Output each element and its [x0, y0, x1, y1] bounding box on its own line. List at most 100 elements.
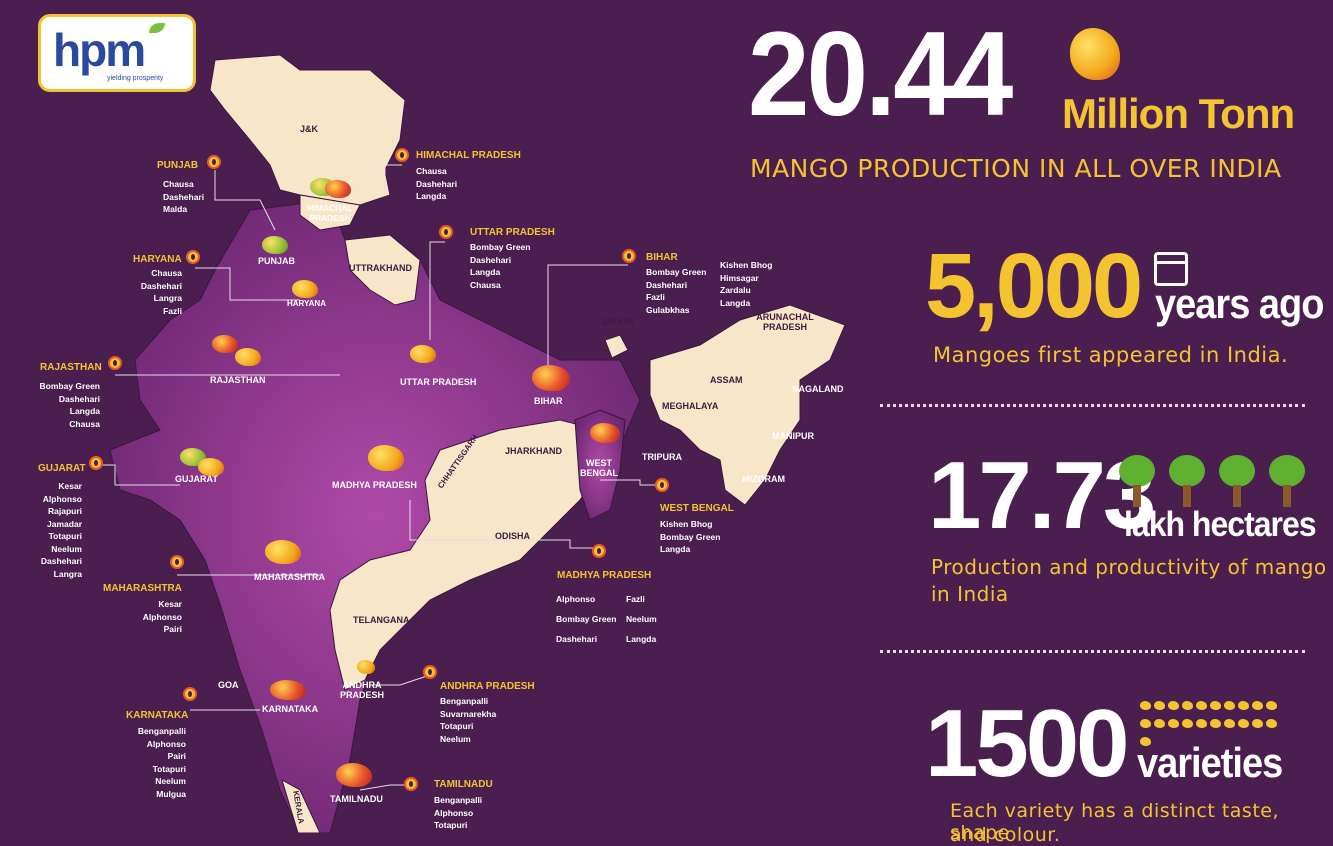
state-label-tripura: TRIPURA	[642, 452, 682, 462]
mango-icon	[212, 335, 238, 353]
location-pin-icon	[183, 687, 197, 701]
callout-title-west-bengal: WEST BENGAL	[660, 503, 734, 514]
stat-area-description-1: Production and productivity of mango	[931, 555, 1327, 579]
location-pin-icon	[395, 148, 409, 162]
state-label-meghalaya: MEGHALAYA	[662, 401, 719, 411]
varieties-madhya-pradesh: Alphonso Bombay Green Dashehari	[556, 594, 617, 644]
callout-title-karnataka: KARNATAKA	[126, 710, 189, 721]
varieties-tamilnadu: Benganpalli Alphonso Totapuri	[434, 795, 483, 830]
state-label-uttrakhand: UTTRAKHAND	[349, 263, 412, 273]
stat-varieties-description-2: and colour.	[950, 824, 1061, 846]
state-label-uttar-pradesh: UTTAR PRADESH	[400, 377, 477, 387]
state-label-himachal: HIMACHAL PRADESH	[307, 203, 353, 223]
state-label-arunachal: ARUNACHAL PRADESH	[756, 312, 814, 332]
divider	[880, 650, 1305, 653]
state-label-rajasthan: RAJASTHAN	[210, 375, 266, 385]
state-label-andhra: ANDHRA PRADESH	[340, 680, 385, 700]
tree-icon	[1216, 455, 1258, 511]
stat-area-number: 17.73	[928, 442, 1156, 549]
map-northeast	[649, 304, 846, 506]
leaf-icon	[149, 23, 165, 33]
mango-icon	[235, 348, 261, 366]
state-label-west-bengal: WEST BENGAL	[580, 458, 618, 478]
stat-varieties-unit: varieties	[1137, 740, 1283, 788]
state-label-haryana: HARYANA	[287, 299, 326, 308]
mango-icon	[198, 458, 224, 476]
stat-years-number: 5,000	[925, 235, 1143, 337]
state-label-jk: J&K	[300, 124, 319, 134]
mango-icon	[368, 445, 404, 471]
map-sikkim	[604, 334, 629, 359]
mango-icon	[357, 660, 375, 674]
mango-icon	[292, 280, 318, 298]
varieties-haryana: Chausa Dashehari Langra Fazli	[140, 268, 182, 316]
map-uttrakhand	[344, 234, 421, 306]
callout-title-punjab: PUNJAB	[157, 160, 199, 171]
varieties-bihar-2: Kishen Bhog Himsagar Zardalu Langda	[720, 260, 773, 308]
mango-icon	[270, 680, 306, 700]
location-pin-icon	[207, 155, 221, 169]
headline-unit: Million Tonn	[1062, 90, 1295, 137]
callout-title-gujarat: GUJARAT	[38, 463, 86, 474]
tree-icon	[1266, 455, 1308, 511]
callout-title-bihar: BIHAR	[646, 252, 678, 263]
stat-years-description: Mangoes first appeared in India.	[933, 343, 1289, 367]
varieties-gujarat: Kesar Alphonso Rajapuri Jamadar Totapuri Neel…	[40, 481, 82, 579]
callout-title-maharashtra: MAHARASHTRA	[103, 583, 182, 594]
varieties-karnataka: Benganpalli Alphonso Pairi Totapuri Neelum Mu…	[137, 726, 186, 799]
stat-area-unit: lakh hectares	[1124, 504, 1317, 544]
state-label-manipur: MANIPUR	[772, 431, 814, 441]
headline-subtitle: MANGO PRODUCTION IN ALL OVER INDIA	[750, 154, 1282, 183]
callout-title-haryana: HARYANA	[133, 254, 182, 265]
location-pin-icon	[622, 249, 636, 263]
callout-title-madhya-pradesh: MADHYA PRADESH	[557, 570, 652, 581]
callout-title-himachal: HIMACHAL PRADESH	[416, 150, 521, 161]
callout-title-andhra: ANDHRA PRADESH	[440, 681, 535, 692]
mango-grid-icon	[1140, 700, 1290, 754]
location-pin-icon	[423, 665, 437, 679]
callout-title-rajasthan: RAJASTHAN	[40, 362, 102, 373]
state-label-bihar: BIHAR	[534, 396, 563, 406]
varieties-maharashtra: Kesar Alphonso Pairi	[142, 599, 182, 634]
state-label-karnataka: KARNATAKA	[262, 704, 319, 714]
mango-icon	[1070, 28, 1120, 80]
logo-tagline: yielding prosperity	[107, 75, 164, 82]
state-label-madhya-pradesh: MADHYA PRADESH	[332, 480, 417, 490]
callout-title-uttar-pradesh: UTTAR PRADESH	[470, 227, 555, 238]
location-pin-icon	[404, 777, 418, 791]
tree-icon	[1166, 455, 1208, 511]
calendar-icon	[1154, 252, 1188, 286]
hpm-logo: hpm yielding prosperity	[38, 14, 196, 92]
stat-years-unit: years ago	[1155, 281, 1324, 329]
logo-text: hpm	[53, 24, 146, 76]
location-pin-icon	[592, 544, 606, 558]
state-label-maharashtra: MAHARASHTRA	[254, 572, 325, 582]
varieties-punjab: Chausa Dashehari Malda	[163, 179, 205, 214]
varieties-andhra: Benganpalli Suvarnarekha Totapuri Neelum	[440, 696, 497, 744]
map-himachal-area	[299, 194, 361, 231]
location-pin-icon	[170, 555, 184, 569]
varieties-madhya-pradesh-2: Fazli Neelum Langda	[626, 594, 657, 644]
state-label-mizoram: MIZORAM	[742, 474, 785, 484]
mango-icon	[262, 236, 288, 254]
varieties-west-bengal: Kishen Bhog Bombay Green Langda	[660, 519, 721, 554]
state-label-sikkim: SIKKIM	[602, 317, 634, 327]
state-label-nagaland: NAGALAND	[792, 384, 844, 394]
state-label-tamilnadu: TAMILNADU	[330, 794, 383, 804]
state-label-goa: GOA	[218, 680, 239, 690]
mango-icon	[336, 763, 372, 787]
mango-icon	[265, 540, 301, 564]
varieties-rajasthan: Bombay Green Dashehari Langda Chausa	[39, 381, 100, 429]
stat-varieties-number: 1500	[925, 690, 1130, 797]
state-label-assam: ASSAM	[710, 375, 743, 385]
mango-icon	[410, 345, 436, 363]
location-pin-icon	[89, 456, 103, 470]
location-pin-icon	[186, 250, 200, 264]
varieties-himachal: Chausa Dashehari Langda	[416, 166, 458, 201]
location-pin-icon	[108, 356, 122, 370]
varieties-uttar-pradesh: Bombay Green Dashehari Langda Chausa	[470, 242, 531, 290]
varieties-bihar: Bombay Green Dashehari Fazli Gulabkhas	[646, 267, 707, 315]
state-label-odisha: ODISHA	[495, 531, 531, 541]
divider	[880, 404, 1305, 407]
state-label-gujarat: GUJARAT	[175, 474, 218, 484]
